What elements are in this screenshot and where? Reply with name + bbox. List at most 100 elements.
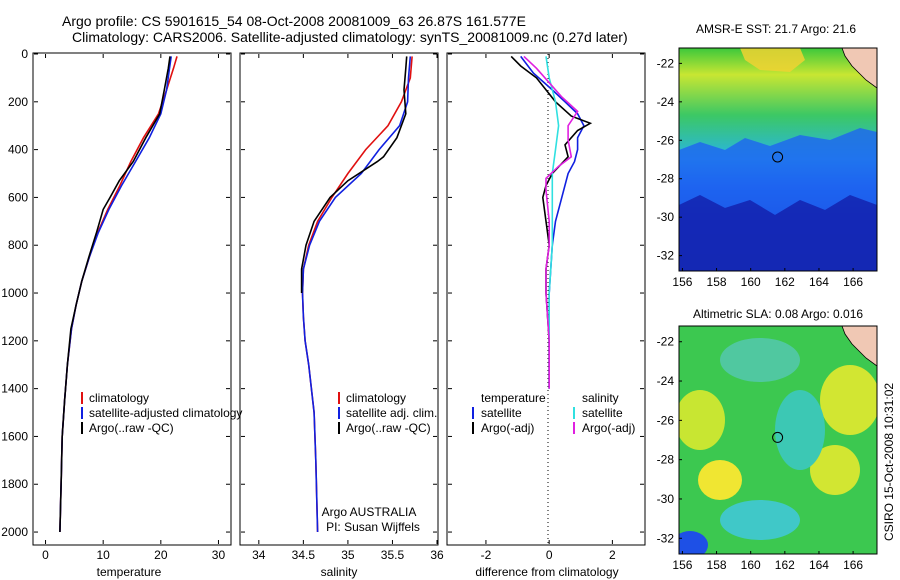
legend-group-salinity: salinity [582,391,619,405]
x-tick-label: 35 [341,548,355,562]
temperature-profiles [59,56,178,533]
map-lon-label: 160 [741,558,761,572]
temperature-x-axis: 0 10 20 30 [42,54,225,562]
sst-warm-patch [740,48,805,72]
x-tick-label: 0 [546,548,553,562]
depth-tick-label: 1600 [1,429,28,443]
sla-map-title: Altimetric SLA: 0.08 Argo: 0.016 [693,307,863,321]
map-lat-label: -28 [657,172,675,186]
x-tick-label: 36 [430,548,444,562]
depth-tick-label: 0 [21,47,28,61]
depth-tick-label: 800 [8,238,28,252]
salinity-x-axis: 34 34.5 35 35.5 36 [252,54,444,562]
depth-tick-label: 200 [8,95,28,109]
map-lon-label: 164 [809,558,829,572]
depth-axis: 0 200 400 600 800 1000 1200 1400 1600 1800 2000 [1,47,644,539]
depth-tick-label: 1200 [1,334,28,348]
sla-high-east [820,365,877,435]
salinity-legend: climatology satellite adj. clim. Argo(..… [338,391,437,435]
legend-label-satellite: satellite adj. clim. [346,406,437,420]
legend-label-temp-argo: Argo(-adj) [481,421,534,435]
map-lon-label: 160 [741,275,761,289]
map-lat-label: -26 [657,133,675,147]
map-lat-label: -26 [657,413,675,427]
sst-map-axes: 156 158 160 162 164 166 -22 -24 -26 -28 -30 -32 [657,56,864,289]
sla-high-southwest [698,460,742,500]
depth-tick-label: 1000 [1,286,28,300]
depth-tick-label: 2000 [1,525,28,539]
legend-label-climatology: climatology [346,391,406,405]
series-argo-raw-qc [300,56,408,293]
depth-tick-label: 600 [8,190,28,204]
map-lon-label: 162 [775,558,795,572]
map-lon-label: 164 [809,275,829,289]
sla-map [679,326,877,554]
sla-high-west [679,390,725,450]
header-line-2: Climatology: CARS2006. Satellite-adjuste… [72,29,628,45]
sst-map-title: AMSR-E SST: 21.7 Argo: 21.6 [696,22,856,36]
depth-tick-label: 1400 [1,382,28,396]
map-lat-label: -22 [657,335,675,349]
sst-map [679,48,877,271]
map-lon-label: 166 [843,558,863,572]
map-lon-label: 158 [707,558,727,572]
difference-legend: temperature salinity satellite Argo(-adj… [472,391,635,435]
depth-tick-label: 1800 [1,477,28,491]
map-lat-label: -30 [657,210,675,224]
map-lat-label: -32 [657,531,675,545]
difference-xlabel: difference from climatology [475,565,618,579]
x-tick-label: 34.5 [292,548,316,562]
legend-group-temperature: temperature [481,391,546,405]
series-temperature-satellite [520,55,585,389]
salinity-panel-frame [239,52,439,546]
legend-label-temp-satellite: satellite [481,406,522,420]
sla-very-low [679,531,708,554]
salinity-profiles [300,56,413,533]
sla-low-north [720,338,800,382]
map-lon-label: 162 [775,275,795,289]
difference-profiles [510,55,593,389]
legend-label-argo: Argo(..raw -QC) [89,421,174,435]
legend-label-sal-argo: Argo(-adj) [582,421,635,435]
x-tick-label: 34 [252,548,266,562]
x-tick-label: 30 [212,548,226,562]
map-lat-label: -30 [657,492,675,506]
temperature-xlabel: temperature [97,565,162,579]
sla-low-south [720,500,800,540]
series-salinity-satellite [545,56,560,389]
map-lat-label: -24 [657,374,675,388]
x-tick-label: 2 [609,548,616,562]
map-lon-label: 166 [843,275,863,289]
sst-cold-region [679,195,877,271]
legend-label-sal-satellite: satellite [582,406,623,420]
map-lat-label: -22 [657,56,675,70]
sla-land [841,326,877,367]
sst-cool-band [679,128,877,215]
salinity-xlabel: salinity [321,565,358,579]
sst-land [841,48,877,89]
x-tick-label: 0 [42,548,49,562]
x-tick-label: 20 [154,548,168,562]
depth-tick-label: 400 [8,143,28,157]
sst-argo-marker [772,151,784,163]
sla-low-center [775,390,825,470]
map-lon-label: 158 [707,275,727,289]
sla-high-southeast [810,445,860,495]
x-tick-label: 10 [96,548,110,562]
map-lat-label: -32 [657,249,675,263]
argo-pi-annotation: PI: Susan Wijffels [326,520,420,534]
series-salinity-argo-adj [523,55,579,389]
x-tick-label: 35.5 [381,548,405,562]
series-satellite-adj-clim [301,56,412,533]
x-tick-label: -2 [481,548,492,562]
legend-label-argo: Argo(..raw -QC) [346,421,431,435]
map-lat-label: -24 [657,95,675,109]
legend-label-climatology: climatology [89,391,149,405]
csiro-timestamp-label: CSIRO 15-Oct-2008 10:31:02 [882,383,896,541]
map-lon-label: 156 [672,558,692,572]
legend-label-satellite: satellite-adjusted climatology [89,406,242,420]
sst-map-frame [678,47,878,272]
header-line-1: Argo profile: CS 5901615_54 08-Oct-2008 … [62,13,526,29]
series-argo-raw-qc [59,56,171,533]
